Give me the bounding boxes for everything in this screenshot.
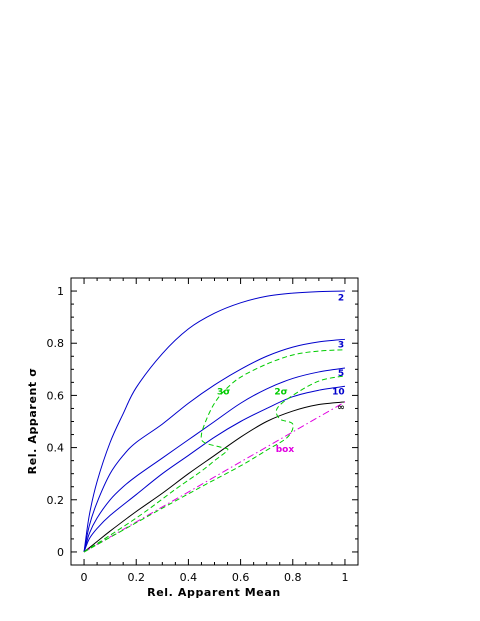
y-tick-label: 0.2 [47, 494, 65, 507]
curve-label-3sigma: 3σ [217, 387, 230, 397]
curve-label-2sigma: 2σ [274, 387, 287, 397]
curve-label-3: 3 [338, 341, 344, 351]
series-group [83, 290, 346, 553]
curve-label-5: 5 [338, 369, 344, 379]
series-line-2 [83, 290, 345, 553]
y-tick-label: 1 [57, 285, 64, 298]
x-tick-label: 0.8 [284, 571, 302, 584]
series-line-box [83, 401, 346, 553]
y-tick-label: 0.6 [47, 389, 65, 402]
curve-label-box: box [276, 445, 295, 455]
curve-labels: 2 3 5 10 ∞ 3σ 2σ box [217, 294, 345, 455]
y-axis-label: Rel. Apparent σ [26, 368, 39, 475]
curve-label-10: 10 [332, 387, 345, 397]
x-tick-label: 0.6 [232, 571, 250, 584]
x-axis-label: Rel. Apparent Mean [147, 586, 281, 599]
series-line-inf [83, 401, 346, 553]
y-tick-label: 0 [57, 546, 64, 559]
x-tick-label: 0 [81, 571, 88, 584]
x-tick-label: 0.4 [180, 571, 198, 584]
curve-label-2: 2 [338, 294, 344, 304]
y-tick-label: 0.8 [47, 337, 65, 350]
series-line-10 [83, 385, 346, 553]
x-tick-label: 0.2 [127, 571, 145, 584]
series-line-3sigma [83, 349, 345, 553]
x-tick-label: 1 [341, 571, 348, 584]
series-line-5 [83, 367, 346, 553]
tick-labels: 0 0.2 0.4 0.6 0.8 100.20.40.60.81 [47, 285, 349, 584]
y-tick-label: 0.4 [47, 442, 65, 455]
curve-label-inf: ∞ [337, 403, 345, 413]
tick-marks [71, 278, 358, 565]
series-line-2sigma [83, 375, 346, 553]
series-line-3 [83, 338, 346, 553]
